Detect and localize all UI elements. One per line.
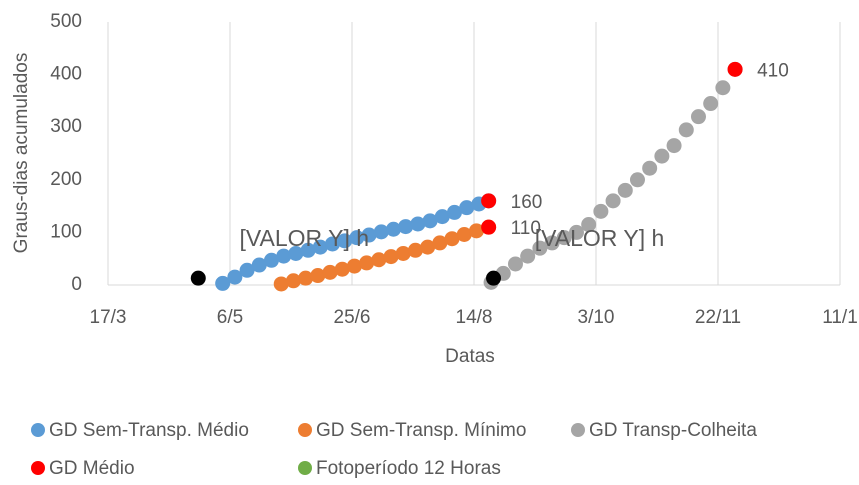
point	[444, 231, 460, 247]
y-tick-label: 200	[50, 169, 82, 190]
point	[520, 248, 536, 264]
point	[605, 193, 621, 209]
point	[383, 249, 399, 265]
point	[666, 138, 682, 154]
x-tick-label: 17/3	[90, 307, 127, 328]
y-tick-label: 0	[71, 274, 82, 295]
x-axis-title: Datas	[445, 346, 495, 367]
y-tick-label: 300	[50, 116, 82, 137]
point	[334, 261, 350, 277]
point-label: [VALOR Y] h	[535, 225, 665, 251]
point	[407, 242, 423, 258]
point	[227, 269, 243, 285]
point	[629, 172, 645, 188]
point	[324, 236, 340, 252]
x-tick-label: 3/10	[578, 307, 615, 328]
point	[385, 221, 401, 237]
point	[468, 223, 484, 239]
point	[251, 257, 267, 273]
point	[398, 219, 414, 235]
legend-label: GD Sem-Transp. Mínimo	[316, 420, 526, 441]
legend-marker	[571, 423, 585, 437]
point	[486, 270, 502, 286]
legend-label: GD Médio	[49, 458, 135, 479]
point	[715, 80, 731, 96]
x-tick-label: 14/8	[456, 307, 493, 328]
legend-marker	[298, 423, 312, 437]
point	[300, 242, 316, 258]
y-tick-label: 400	[50, 64, 82, 85]
point	[263, 252, 279, 268]
point	[432, 235, 448, 251]
legend-label: GD Sem-Transp. Médio	[49, 420, 249, 441]
point	[568, 224, 584, 240]
point	[410, 216, 426, 232]
point	[654, 148, 670, 164]
legend-label: Fotoperíodo 12 Horas	[316, 458, 501, 479]
point	[190, 270, 206, 286]
point	[276, 248, 292, 264]
point	[507, 256, 523, 272]
point	[337, 233, 353, 249]
y-axis-title: Graus-dias acumulados	[11, 53, 32, 254]
point	[581, 217, 597, 233]
point	[298, 270, 314, 286]
point	[373, 224, 389, 240]
point	[593, 203, 609, 219]
point	[361, 227, 377, 243]
point	[544, 235, 560, 251]
point	[642, 160, 658, 176]
point	[434, 209, 450, 225]
point	[349, 230, 365, 246]
point	[273, 276, 289, 292]
legend-marker	[31, 461, 45, 475]
point-label: [VALOR Y] h	[240, 225, 370, 251]
point	[312, 239, 328, 255]
point	[556, 230, 572, 246]
point	[459, 200, 475, 216]
point	[727, 61, 743, 77]
point	[481, 219, 497, 235]
legend-label: GD Transp-Colheita	[589, 420, 757, 441]
data-label: 110	[511, 218, 541, 239]
point	[322, 264, 338, 280]
point	[285, 273, 301, 289]
point	[215, 275, 231, 291]
legend-marker	[31, 423, 45, 437]
point	[532, 240, 548, 256]
point	[346, 258, 362, 274]
point	[617, 182, 633, 198]
point	[420, 239, 436, 255]
point	[239, 262, 255, 278]
point	[288, 245, 304, 261]
point	[371, 252, 387, 268]
data-label: 160	[511, 192, 543, 213]
point	[422, 213, 438, 229]
x-tick-label: 6/5	[217, 307, 243, 328]
point	[310, 268, 326, 284]
data-label: 410	[757, 60, 789, 81]
point	[678, 122, 694, 138]
x-tick-label: 25/6	[334, 307, 371, 328]
point	[446, 204, 462, 220]
x-tick-label: 22/11	[695, 307, 741, 328]
point	[481, 193, 497, 209]
y-tick-label: 100	[50, 221, 82, 242]
point	[703, 96, 719, 112]
y-tick-label: 500	[50, 11, 82, 32]
point	[359, 255, 375, 271]
legend-marker	[298, 461, 312, 475]
point	[690, 109, 706, 125]
point	[395, 245, 411, 261]
point	[456, 227, 472, 243]
x-tick-label: 11/1	[822, 307, 858, 328]
